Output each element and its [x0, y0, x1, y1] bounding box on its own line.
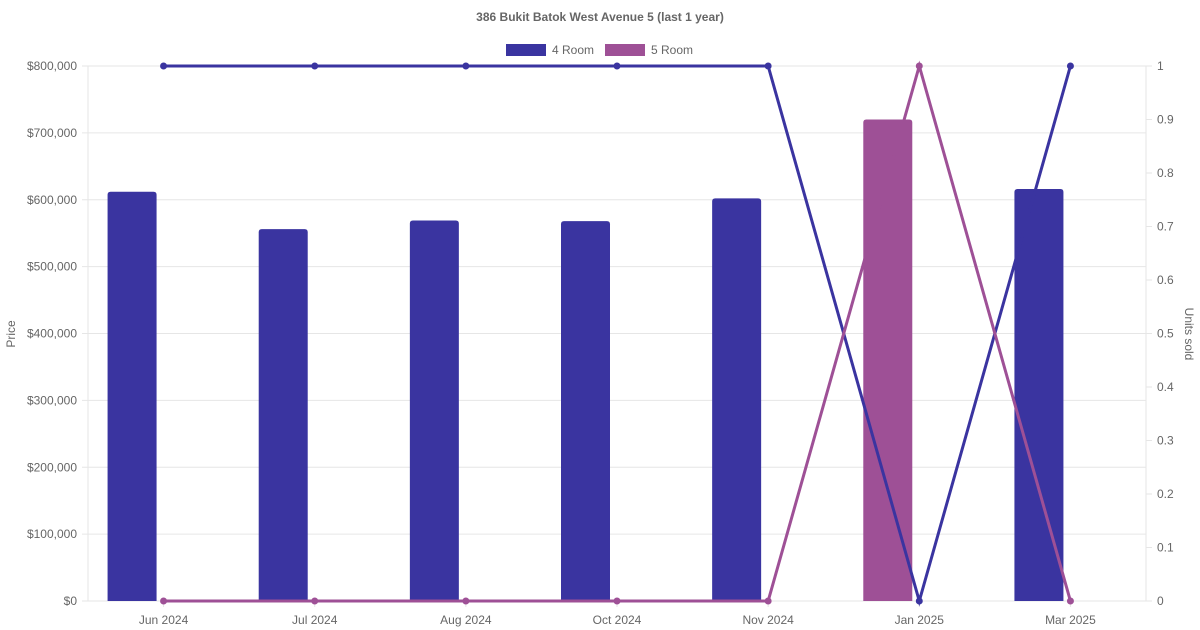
- legend-swatch-5-room: [605, 44, 645, 56]
- bar-4-room[interactable]: [409, 220, 459, 601]
- point-4-room[interactable]: [613, 62, 621, 70]
- right-axis-ticks: 0 0.1 0.2 0.3 0.4 0.5 0.6 0.7 0.8 0.9 1: [1146, 59, 1174, 608]
- legend-item-5-room[interactable]: 5 Room: [605, 43, 693, 57]
- legend-swatch-4-room: [506, 44, 546, 56]
- right-tick-label: 0: [1157, 594, 1164, 608]
- legend-label-4-room: 4 Room: [552, 43, 594, 57]
- grid-lines: [82, 65, 1147, 602]
- left-tick-label: $600,000: [27, 193, 77, 207]
- left-axis-title: Price: [4, 320, 18, 348]
- bar-4-room[interactable]: [1014, 189, 1064, 602]
- right-tick-label: 0.4: [1157, 380, 1174, 394]
- left-tick-label: $100,000: [27, 527, 77, 541]
- x-tick-label: Jun 2024: [139, 613, 189, 627]
- right-tick-label: 0.8: [1157, 166, 1174, 180]
- bar-4-room[interactable]: [107, 191, 157, 601]
- point-4-room[interactable]: [311, 62, 319, 70]
- bar-4-room[interactable]: [258, 229, 308, 602]
- point-5-room[interactable]: [160, 597, 168, 605]
- left-tick-label: $300,000: [27, 393, 77, 407]
- x-tick-label: Oct 2024: [593, 613, 642, 627]
- right-tick-label: 0.7: [1157, 220, 1174, 234]
- x-tick-label: Jul 2024: [292, 613, 338, 627]
- left-tick-label: $700,000: [27, 126, 77, 140]
- right-tick-label: 0.3: [1157, 434, 1174, 448]
- chart-title: 386 Bukit Batok West Avenue 5 (last 1 ye…: [476, 10, 724, 24]
- right-tick-label: 0.6: [1157, 273, 1174, 287]
- left-tick-label: $400,000: [27, 327, 77, 341]
- x-tick-label: Aug 2024: [440, 613, 492, 627]
- right-tick-label: 1: [1157, 59, 1164, 73]
- series-lines: [160, 60, 1074, 607]
- point-5-room[interactable]: [915, 62, 923, 70]
- left-tick-label: $800,000: [27, 59, 77, 73]
- point-5-room[interactable]: [1066, 597, 1074, 605]
- left-tick-label: $500,000: [27, 260, 77, 274]
- right-axis-title: Units sold: [1182, 308, 1196, 361]
- x-axis-ticks: Jun 2024 Jul 2024 Aug 2024 Oct 2024 Nov 2024…: [139, 601, 1096, 627]
- left-tick-label: $200,000: [27, 460, 77, 474]
- point-5-room[interactable]: [764, 597, 772, 605]
- right-tick-label: 0.2: [1157, 487, 1174, 501]
- point-5-room[interactable]: [613, 597, 621, 605]
- point-4-room[interactable]: [160, 62, 168, 70]
- legend-label-5-room: 5 Room: [651, 43, 693, 57]
- legend-item-4-room[interactable]: 4 Room: [506, 43, 594, 57]
- point-4-room[interactable]: [764, 62, 772, 70]
- right-tick-label: 0.1: [1157, 541, 1174, 555]
- x-tick-label: Mar 2025: [1045, 613, 1096, 627]
- point-4-room[interactable]: [1066, 62, 1074, 70]
- right-tick-label: 0.9: [1157, 113, 1174, 127]
- bar-4-room[interactable]: [561, 221, 610, 601]
- right-tick-label: 0.5: [1157, 327, 1174, 341]
- left-axis-ticks: $0 $100,000 $200,000 $300,000 $400,000 $500,0…: [27, 59, 77, 608]
- point-5-room[interactable]: [462, 597, 470, 605]
- bars: [107, 119, 1064, 602]
- x-tick-label: Nov 2024: [742, 613, 794, 627]
- x-tick-label: Jan 2025: [895, 613, 945, 627]
- legend: 4 Room 5 Room: [506, 43, 693, 57]
- point-4-room[interactable]: [915, 597, 923, 605]
- point-5-room[interactable]: [311, 597, 319, 605]
- bar-4-room[interactable]: [712, 198, 762, 601]
- left-tick-label: $0: [64, 594, 78, 608]
- point-4-room[interactable]: [462, 62, 470, 70]
- bar-5-room[interactable]: [863, 119, 913, 602]
